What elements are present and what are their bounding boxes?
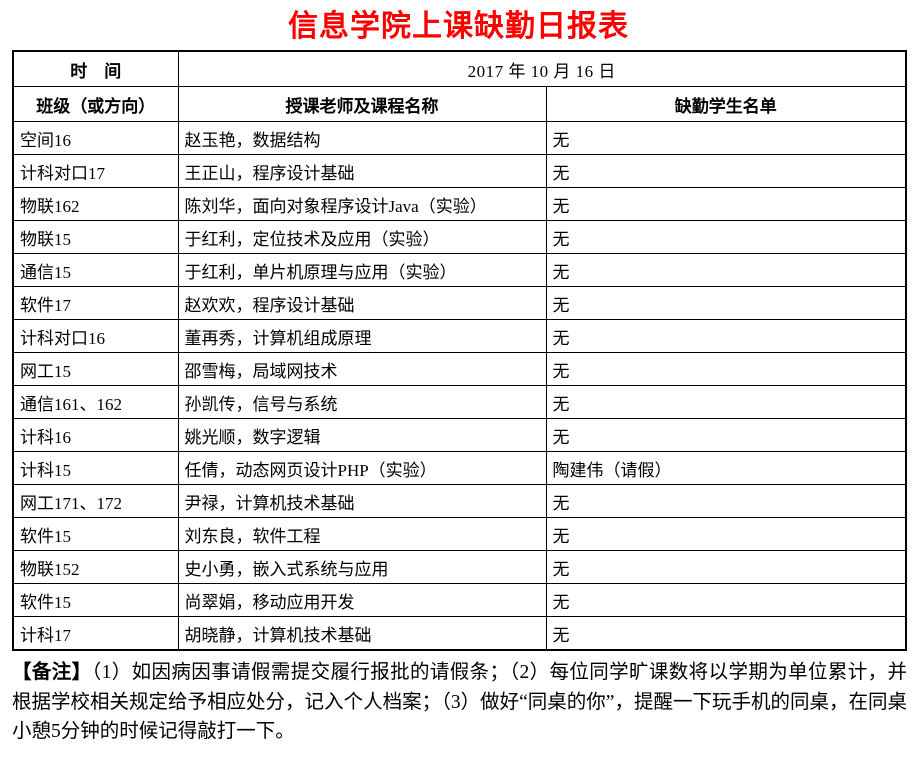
teacher-course-cell: 史小勇，嵌入式系统与应用 [177, 550, 547, 584]
teacher-course-cell: 于红利，定位技术及应用（实验） [177, 220, 547, 254]
table-row: 物联152 史小勇，嵌入式系统与应用无 [12, 550, 907, 584]
time-row: 时 间 2017 年 10 月 16 日 [12, 50, 907, 87]
table-row: 网工15 邵雪梅，局域网技术无 [12, 352, 907, 386]
teacher-course-cell: 邵雪梅，局域网技术 [177, 352, 547, 386]
remark-text: （1）如因病因事请假需提交履行报批的请假条；（2）每位同学旷课数将以学期为单位累… [12, 662, 907, 742]
time-label-cell: 时 间 [12, 50, 179, 87]
table-row: 软件15 尚翠娟，移动应用开发无 [12, 583, 907, 617]
page-title: 信息学院上课缺勤日报表 [288, 10, 629, 43]
absent-students-cell: 无 [545, 187, 907, 221]
teacher-course-cell: 赵欢欢，程序设计基础 [177, 286, 547, 320]
absent-students-cell: 无 [545, 616, 907, 651]
table-row: 物联162 陈刘华，面向对象程序设计Java（实验）无 [12, 187, 907, 221]
teacher-course-cell: 尹禄，计算机技术基础 [177, 484, 547, 518]
absent-students-cell: 无 [545, 352, 907, 386]
absent-students-cell: 无 [545, 550, 907, 584]
absent-students-cell: 无 [545, 385, 907, 419]
absent-students-cell: 无 [545, 319, 907, 353]
absent-students-cell: 无 [545, 253, 907, 287]
class-cell: 软件15 [12, 517, 179, 551]
class-cell: 计科15 [12, 451, 179, 485]
table-row: 软件15 刘东良，软件工程无 [12, 517, 907, 551]
remark-label: 【备注】 [12, 662, 92, 683]
class-cell: 计科16 [12, 418, 179, 452]
class-cell: 软件17 [12, 286, 179, 320]
absent-students-cell: 陶建伟（请假） [545, 451, 907, 485]
teacher-course-cell: 董再秀，计算机组成原理 [177, 319, 547, 353]
absent-students-cell: 无 [545, 484, 907, 518]
class-cell: 物联15 [12, 220, 179, 254]
absent-students-cell: 无 [545, 286, 907, 320]
class-cell: 物联162 [12, 187, 179, 221]
table-row: 通信15 于红利，单片机原理与应用（实验）无 [12, 253, 907, 287]
header-absent-students-column: 缺勤学生名单 [545, 86, 907, 122]
class-cell: 空间16 [12, 121, 179, 155]
teacher-course-cell: 赵玉艳，数据结构 [177, 121, 547, 155]
date-cell: 2017 年 10 月 16 日 [177, 50, 907, 87]
class-cell: 通信161、162 [12, 385, 179, 419]
table-row: 物联15 于红利，定位技术及应用（实验）无 [12, 220, 907, 254]
table-row: 计科16 姚光顺，数字逻辑无 [12, 418, 907, 452]
teacher-course-cell: 王正山，程序设计基础 [177, 154, 547, 188]
teacher-course-cell: 于红利，单片机原理与应用（实验） [177, 253, 547, 287]
remark-paragraph: 【备注】（1）如因病因事请假需提交履行报批的请假条；（2）每位同学旷课数将以学期… [12, 658, 907, 747]
class-cell: 物联152 [12, 550, 179, 584]
absent-students-cell: 无 [545, 583, 907, 617]
absent-students-cell: 无 [545, 121, 907, 155]
absent-students-cell: 无 [545, 220, 907, 254]
absent-students-cell: 无 [545, 418, 907, 452]
table-row: 通信161、162 孙凯传，信号与系统无 [12, 385, 907, 419]
table-header-row: 班级（或方向） 授课老师及课程名称 缺勤学生名单 [12, 86, 907, 122]
absent-students-cell: 无 [545, 517, 907, 551]
header-class-column: 班级（或方向） [12, 86, 179, 122]
teacher-course-cell: 任倩，动态网页设计PHP（实验） [177, 451, 547, 485]
table-row: 计科17 胡晓静，计算机技术基础无 [12, 616, 907, 651]
class-cell: 计科17 [12, 616, 179, 651]
teacher-course-cell: 胡晓静，计算机技术基础 [177, 616, 547, 651]
table-row: 网工171、172 尹禄，计算机技术基础无 [12, 484, 907, 518]
table-row: 软件17 赵欢欢，程序设计基础无 [12, 286, 907, 320]
teacher-course-cell: 姚光顺，数字逻辑 [177, 418, 547, 452]
table-row: 空间16 赵玉艳，数据结构无 [12, 121, 907, 155]
absence-report-table: 时 间 2017 年 10 月 16 日 班级（或方向） 授课老师及课程名称 缺… [12, 50, 907, 651]
teacher-course-cell: 陈刘华，面向对象程序设计Java（实验） [177, 187, 547, 221]
report-table-body: 空间16 赵玉艳，数据结构无计科对口17 王正山，程序设计基础无物联162 陈刘华，面… [12, 121, 907, 651]
teacher-course-cell: 孙凯传，信号与系统 [177, 385, 547, 419]
table-row: 计科对口17 王正山，程序设计基础无 [12, 154, 907, 188]
teacher-course-cell: 刘东良，软件工程 [177, 517, 547, 551]
class-cell: 计科对口16 [12, 319, 179, 353]
table-row: 计科对口16 董再秀，计算机组成原理无 [12, 319, 907, 353]
table-row: 计科15 任倩，动态网页设计PHP（实验） 陶建伟（请假） [12, 451, 907, 485]
class-cell: 通信15 [12, 253, 179, 287]
header-teacher-course-column: 授课老师及课程名称 [177, 86, 547, 122]
teacher-course-cell: 尚翠娟，移动应用开发 [177, 583, 547, 617]
class-cell: 网工15 [12, 352, 179, 386]
class-cell: 网工171、172 [12, 484, 179, 518]
absent-students-cell: 无 [545, 154, 907, 188]
class-cell: 计科对口17 [12, 154, 179, 188]
class-cell: 软件15 [12, 583, 179, 617]
